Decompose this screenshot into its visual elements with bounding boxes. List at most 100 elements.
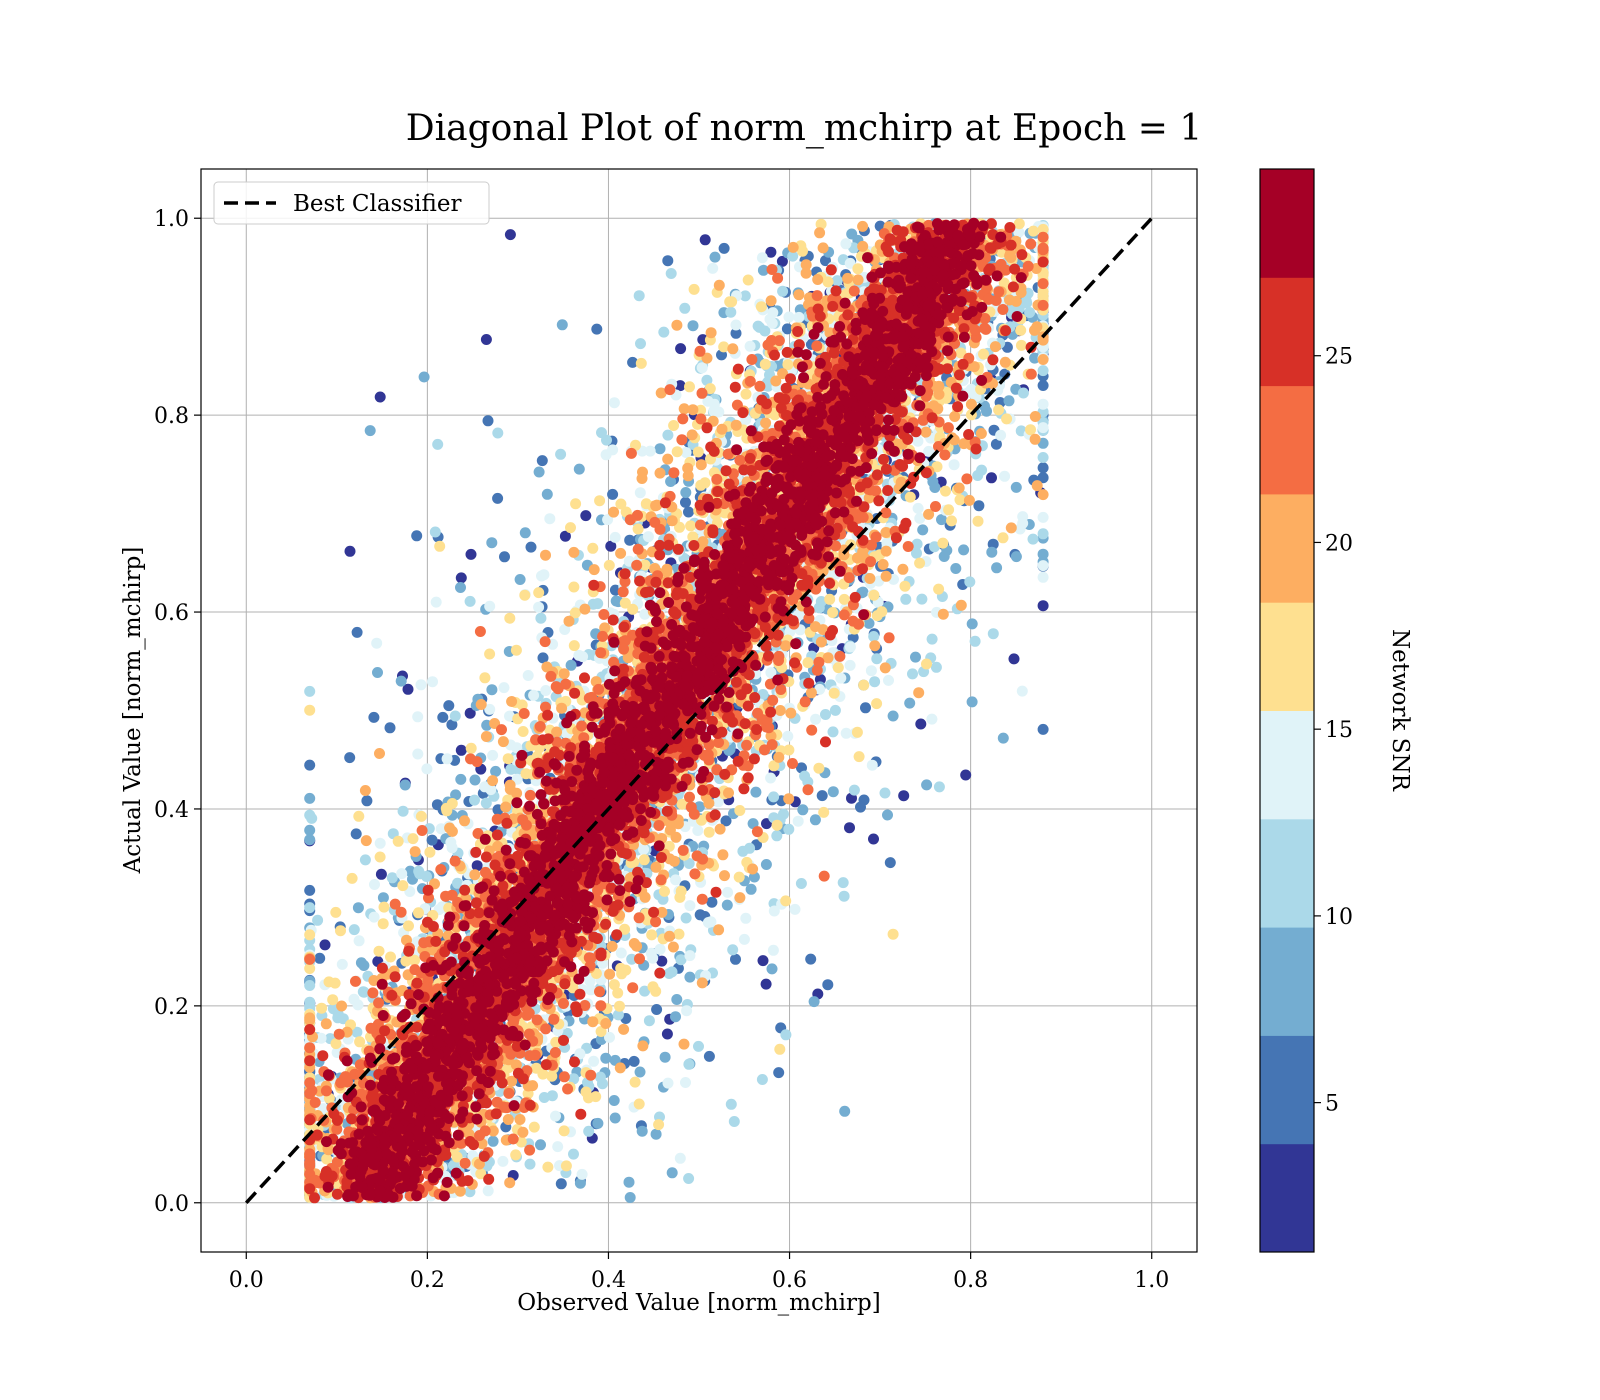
scatter-point	[465, 742, 477, 754]
scatter-point	[651, 1004, 663, 1015]
scatter-point	[594, 1071, 606, 1083]
scatter-point	[384, 722, 396, 734]
scatter-point	[525, 541, 537, 553]
scatter-point	[683, 1173, 695, 1184]
scatter-point	[1024, 307, 1036, 318]
scatter-point	[767, 944, 779, 956]
scatter-point	[1008, 653, 1020, 665]
scatter-point	[533, 601, 545, 613]
scatter-point	[662, 1077, 674, 1089]
scatter-point	[323, 976, 335, 988]
chart-title: Diagonal Plot of norm_mchirp at Epoch = …	[406, 108, 1203, 149]
scatter-point	[750, 786, 762, 798]
scatter-point	[535, 612, 547, 624]
scatter-point	[774, 1043, 786, 1055]
scatter-point	[590, 1091, 602, 1103]
scatter-point	[858, 679, 870, 691]
scatter-point	[642, 531, 654, 543]
scatter-point	[730, 319, 742, 331]
scatter-point	[810, 713, 822, 725]
scatter-point	[665, 268, 677, 279]
scatter-point	[839, 1105, 851, 1117]
scatter-point	[533, 466, 545, 478]
scatter-point	[352, 902, 364, 914]
scatter-point	[671, 446, 683, 458]
scatter-point	[995, 429, 1007, 441]
scatter-point	[792, 815, 804, 827]
scatter-point	[399, 779, 411, 791]
scatter-point	[395, 675, 407, 687]
scatter-point	[615, 962, 627, 974]
scatter-point	[921, 779, 933, 791]
scatter-point	[646, 929, 658, 941]
scatter-point	[738, 933, 750, 945]
scatter-point	[740, 912, 752, 924]
scatter-point	[766, 963, 778, 975]
scatter-point	[335, 925, 346, 937]
scatter-point	[351, 626, 363, 638]
scatter-point	[991, 562, 1003, 574]
scatter-point	[608, 1095, 620, 1106]
scatter-point	[437, 711, 449, 723]
scatter-point	[847, 632, 859, 643]
scatter-point	[809, 814, 821, 826]
scatter-point	[304, 884, 316, 896]
scatter-point	[827, 786, 839, 798]
scatter-point	[633, 1098, 645, 1110]
scatter-point	[771, 830, 783, 842]
scatter-point	[694, 909, 706, 921]
scatter-point	[434, 540, 446, 552]
scatter-point	[761, 818, 772, 830]
scatter-point	[647, 952, 659, 964]
scatter-point	[987, 628, 999, 640]
scatter-point	[498, 682, 510, 694]
scatter-point	[374, 837, 386, 849]
scatter-point	[674, 1152, 686, 1164]
scatter-point	[997, 732, 1009, 744]
scatter-point	[721, 899, 733, 911]
scatter-point	[469, 774, 481, 786]
scatter-point	[517, 726, 529, 737]
scatter-point	[912, 502, 924, 514]
scatter-point	[926, 713, 938, 725]
scatter-point	[740, 388, 752, 400]
scatter-point	[577, 651, 589, 663]
scatter-point	[446, 719, 458, 731]
scatter-point	[304, 980, 316, 991]
scatter-point	[940, 485, 951, 497]
scatter-point	[559, 530, 571, 542]
scatter-point	[537, 652, 549, 664]
scatter-point	[868, 833, 879, 845]
scatter-point	[372, 667, 383, 678]
scatter-point	[679, 302, 691, 314]
scatter-point	[706, 896, 718, 908]
scatter-point	[464, 707, 476, 719]
scatter-point	[964, 576, 976, 588]
scatter-point	[633, 290, 645, 302]
scatter-point	[666, 1167, 678, 1179]
scatter-point	[661, 1028, 673, 1040]
scatter-point	[377, 918, 389, 930]
scatter-point	[594, 495, 606, 507]
scatter-point	[480, 334, 492, 345]
scatter-point	[848, 784, 860, 796]
scatter-point	[1003, 395, 1015, 407]
scatter-point	[883, 674, 894, 686]
scatter-point	[623, 1176, 635, 1188]
scatter-point	[1017, 511, 1029, 523]
scatter-point	[898, 790, 910, 802]
scatter-point	[831, 275, 843, 287]
scatter-point	[783, 311, 795, 323]
scatter-point	[522, 670, 534, 681]
scatter-point	[846, 228, 858, 240]
scatter-point	[635, 338, 646, 350]
scatter-point	[580, 1086, 592, 1098]
scatter-point	[999, 470, 1011, 482]
scatter-point	[904, 491, 916, 503]
scatter-point	[304, 902, 316, 914]
scatter-point	[449, 710, 461, 722]
scatter-point	[519, 527, 531, 539]
scatter-point	[876, 606, 888, 618]
scatter-point	[540, 685, 552, 696]
